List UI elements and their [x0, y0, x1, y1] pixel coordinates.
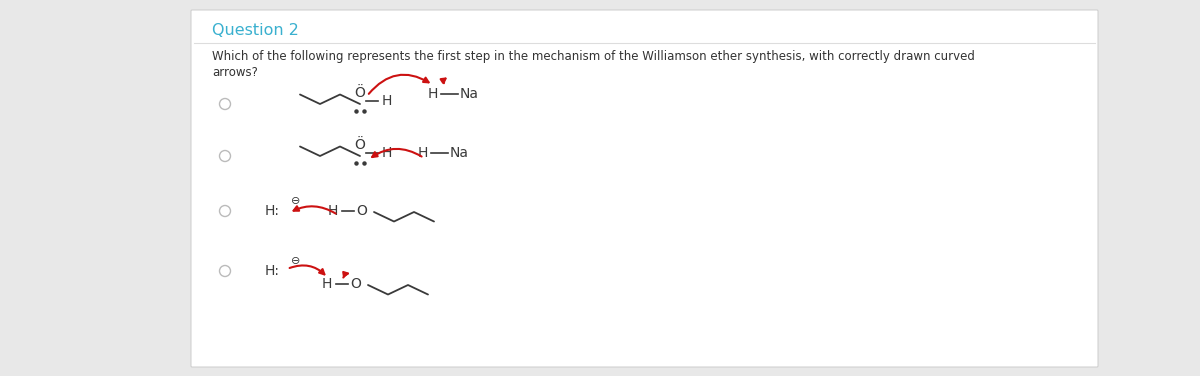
- Text: H: H: [382, 146, 392, 160]
- Text: H: H: [328, 204, 338, 218]
- Text: H: H: [418, 146, 428, 160]
- Text: O: O: [356, 204, 367, 218]
- Text: Ö: Ö: [354, 138, 366, 152]
- Text: ⊖: ⊖: [292, 256, 301, 267]
- Text: H: H: [382, 94, 392, 108]
- Text: ⊖: ⊖: [292, 197, 301, 206]
- Text: O: O: [350, 277, 361, 291]
- Text: Na: Na: [460, 87, 479, 101]
- Text: Na: Na: [450, 146, 469, 160]
- FancyBboxPatch shape: [191, 10, 1098, 367]
- Text: H: H: [322, 277, 332, 291]
- Text: H: H: [428, 87, 438, 101]
- Text: H:: H:: [265, 204, 280, 218]
- Text: Question 2: Question 2: [212, 23, 299, 38]
- Text: Which of the following represents the first step in the mechanism of the William: Which of the following represents the fi…: [212, 50, 974, 63]
- Text: arrows?: arrows?: [212, 66, 258, 79]
- Text: H:: H:: [265, 264, 280, 278]
- Text: Ö: Ö: [354, 86, 366, 100]
